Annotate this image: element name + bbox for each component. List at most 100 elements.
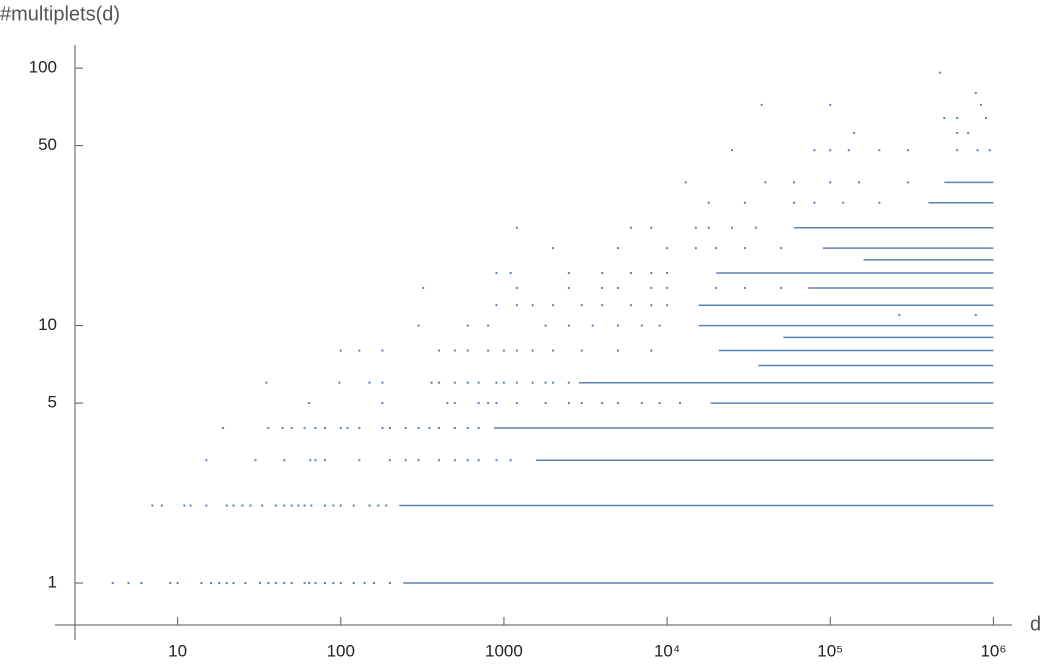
point (552, 247, 555, 250)
point (477, 427, 480, 430)
point (601, 286, 604, 289)
point (267, 427, 270, 430)
point (290, 582, 293, 585)
point (829, 181, 832, 184)
point (956, 117, 959, 120)
point (453, 381, 456, 384)
point (707, 201, 710, 204)
point (515, 304, 518, 307)
point (428, 427, 431, 430)
point (601, 272, 604, 275)
point (666, 304, 669, 307)
point (984, 117, 987, 120)
point (515, 226, 518, 229)
point (310, 504, 313, 507)
y-tick-label: 5 (48, 393, 57, 412)
point (373, 582, 376, 585)
point (339, 504, 342, 507)
point (385, 504, 388, 507)
point (339, 349, 342, 352)
point (259, 582, 262, 585)
point (339, 582, 342, 585)
point (715, 286, 718, 289)
point (309, 459, 312, 462)
point (694, 247, 697, 250)
point (466, 427, 469, 430)
point (254, 459, 257, 462)
point (244, 582, 247, 585)
point (980, 103, 983, 106)
point (567, 381, 570, 384)
point (267, 582, 270, 585)
point (666, 272, 669, 275)
point (314, 582, 317, 585)
point (358, 349, 361, 352)
point (404, 427, 407, 430)
point (684, 181, 687, 184)
point (974, 313, 977, 316)
point (232, 504, 235, 507)
point (183, 504, 186, 507)
point (388, 427, 391, 430)
point (650, 304, 653, 307)
point (438, 349, 441, 352)
point (907, 181, 910, 184)
point (477, 459, 480, 462)
point (495, 304, 498, 307)
point (515, 381, 518, 384)
point (453, 349, 456, 352)
point (629, 304, 632, 307)
point (760, 103, 763, 106)
point (616, 247, 619, 250)
point (731, 149, 734, 152)
point (715, 247, 718, 250)
point (297, 504, 300, 507)
point (281, 427, 284, 430)
point (352, 582, 355, 585)
point (283, 459, 286, 462)
point (616, 286, 619, 289)
point (274, 504, 277, 507)
point (422, 286, 425, 289)
point (780, 286, 783, 289)
point (658, 324, 661, 327)
point (813, 149, 816, 152)
point (241, 504, 244, 507)
point (323, 504, 326, 507)
point (205, 504, 208, 507)
y-tick-label: 1 (48, 573, 57, 592)
point (567, 324, 570, 327)
point (332, 582, 335, 585)
point (502, 349, 505, 352)
y-axis-label: #multiplets(d) (0, 3, 120, 25)
point (381, 349, 384, 352)
point (225, 504, 228, 507)
point (438, 427, 441, 430)
point (793, 181, 796, 184)
point (567, 402, 570, 405)
point (261, 504, 264, 507)
point (847, 149, 850, 152)
point (666, 247, 669, 250)
point (332, 504, 335, 507)
point (218, 582, 221, 585)
point (160, 504, 163, 507)
point (743, 247, 746, 250)
point (140, 582, 143, 585)
point (502, 381, 505, 384)
point (466, 459, 469, 462)
x-tick-label: 10⁵ (817, 641, 843, 660)
point (388, 582, 391, 585)
point (793, 201, 796, 204)
point (495, 459, 498, 462)
point (466, 381, 469, 384)
point (303, 504, 306, 507)
point (487, 324, 490, 327)
point (531, 304, 534, 307)
point (544, 402, 547, 405)
point (232, 582, 235, 585)
point (640, 324, 643, 327)
point (544, 324, 547, 327)
point (650, 226, 653, 229)
point (580, 349, 583, 352)
